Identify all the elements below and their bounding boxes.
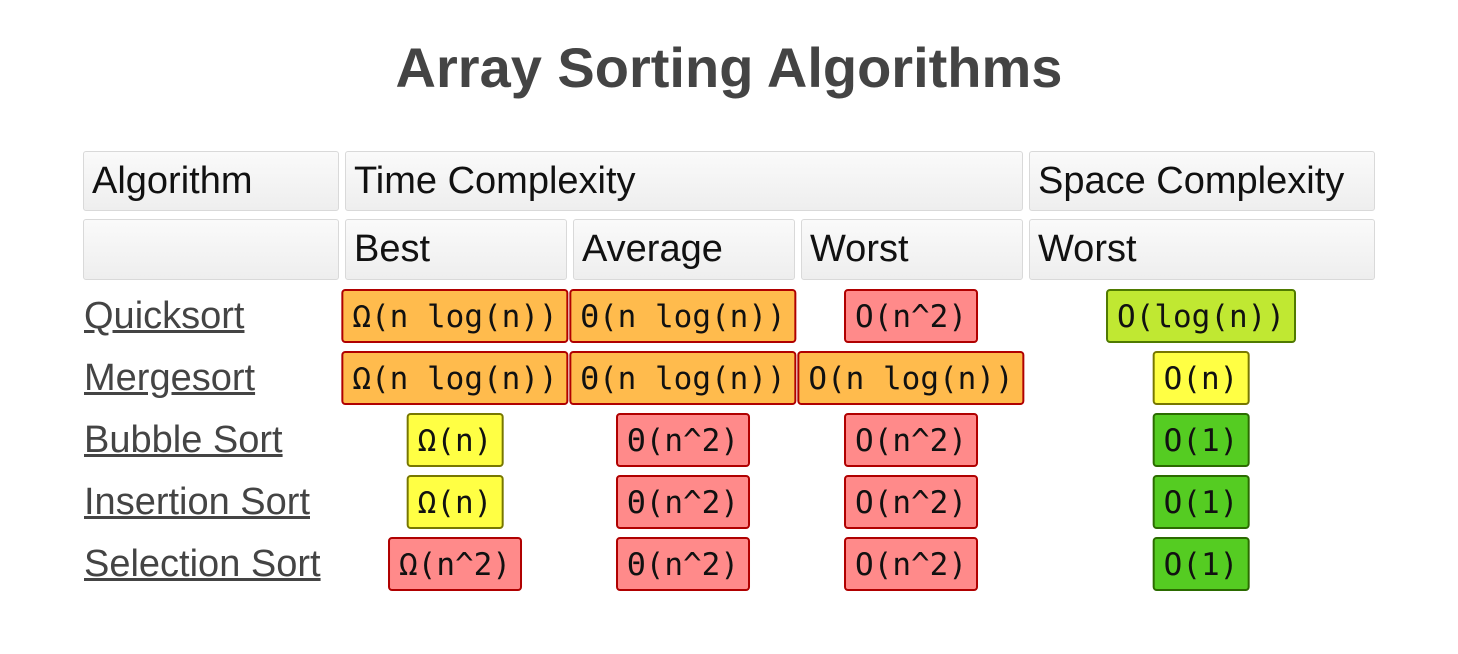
average-badge: Θ(n^2) (616, 537, 750, 591)
average-badge: Θ(n log(n)) (569, 351, 797, 405)
algorithm-link-insertion-sort[interactable]: Insertion Sort (84, 481, 310, 523)
space-worst-badge: O(1) (1152, 413, 1250, 467)
page-title: Array Sorting Algorithms (395, 36, 1063, 99)
algorithm-link-selection-sort[interactable]: Selection Sort (84, 543, 321, 585)
space-worst-badge: O(1) (1152, 537, 1250, 591)
worst-badge: O(n^2) (844, 413, 978, 467)
header-space-worst: Worst (1029, 219, 1375, 280)
header-algorithm: Algorithm (83, 151, 339, 211)
best-badge: Ω(n) (406, 413, 504, 467)
algorithm-link-bubble-sort[interactable]: Bubble Sort (84, 419, 283, 461)
space-worst-badge: O(log(n)) (1106, 289, 1296, 343)
header-worst: Worst (801, 219, 1023, 280)
algorithm-link-mergesort[interactable]: Mergesort (84, 357, 256, 399)
algorithm-link-quicksort[interactable]: Quicksort (84, 295, 245, 337)
header-space-complexity: Space Complexity (1029, 151, 1375, 211)
worst-badge: O(n^2) (844, 475, 978, 529)
average-badge: Θ(n log(n)) (569, 289, 797, 343)
space-worst-badge: O(1) (1152, 475, 1250, 529)
best-badge: Ω(n^2) (388, 537, 522, 591)
best-badge: Ω(n log(n)) (341, 289, 569, 343)
average-badge: Θ(n^2) (616, 413, 750, 467)
best-badge: Ω(n) (406, 475, 504, 529)
header-best: Best (345, 219, 567, 280)
header-average: Average (573, 219, 795, 280)
average-badge: Θ(n^2) (616, 475, 750, 529)
worst-badge: O(n^2) (844, 289, 978, 343)
header-time-complexity: Time Complexity (345, 151, 1023, 211)
worst-badge: O(n log(n)) (797, 351, 1025, 405)
header-algorithm-blank (83, 219, 339, 280)
space-worst-badge: O(n) (1152, 351, 1250, 405)
best-badge: Ω(n log(n)) (341, 351, 569, 405)
worst-badge: O(n^2) (844, 537, 978, 591)
